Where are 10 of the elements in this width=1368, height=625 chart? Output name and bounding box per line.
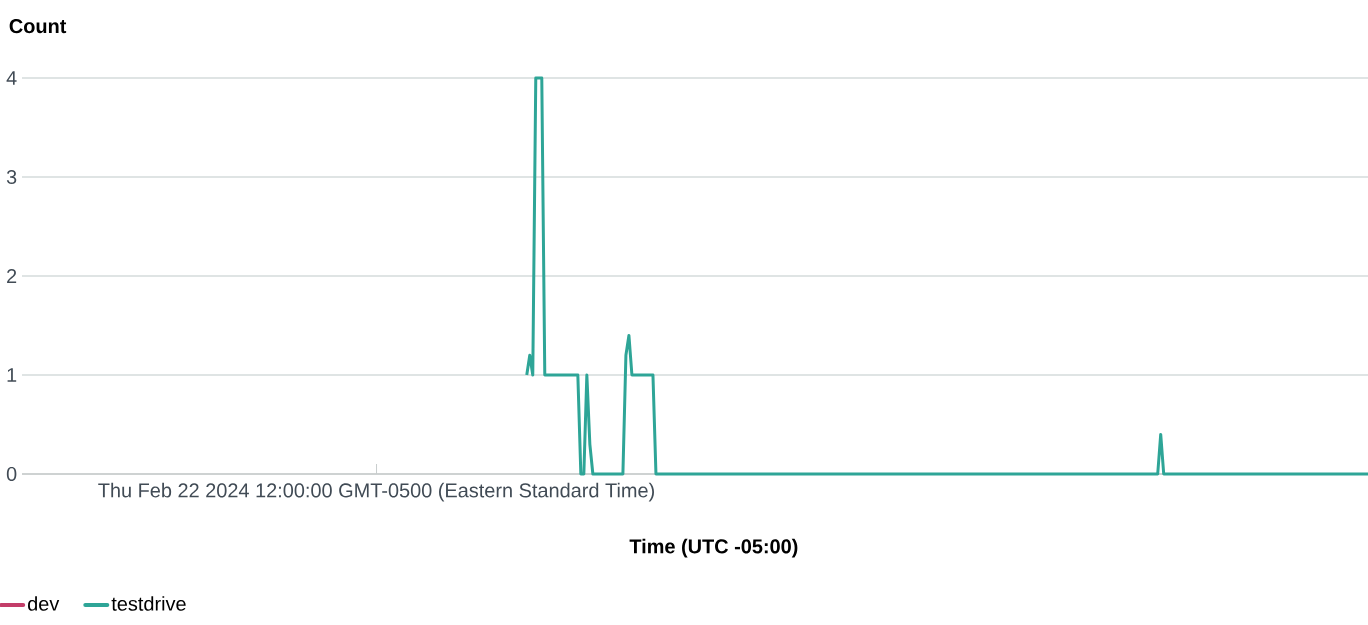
legend-label: testdrive <box>111 596 186 611</box>
y-tick-label: 4 <box>6 71 17 85</box>
y-axis-title: Count <box>9 19 67 34</box>
x-axis-title: Time (UTC -05:00) <box>629 538 798 558</box>
y-tick-label: 1 <box>7 368 17 382</box>
y-tick-label: 2 <box>7 269 17 283</box>
y-tick-label: 0 <box>6 466 17 482</box>
legend-label: dev <box>28 596 60 611</box>
y-tick-label: 3 <box>6 169 17 185</box>
x-tick-label: Thu Feb 22 2024 12:00:00 GMT-0500 (Eastern Standard Time) <box>98 482 654 502</box>
